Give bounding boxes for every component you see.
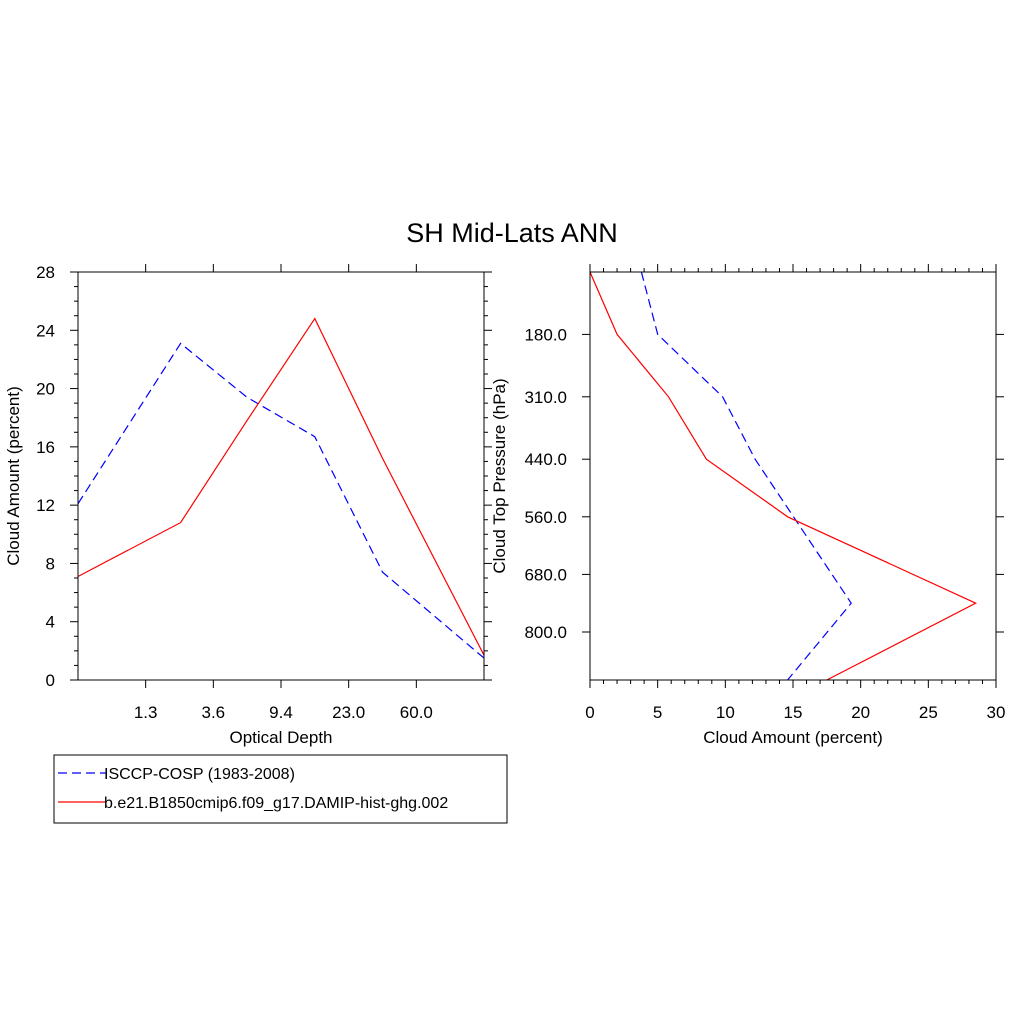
x-tick-label: 30: [987, 703, 1006, 722]
optical-depth-series-group: [77, 317, 485, 659]
x-tick-label: 15: [784, 703, 803, 722]
y-tick-label: 0: [46, 671, 55, 690]
optical-depth-ticks: 0 4 8 12 16 20 24 28 1.3 3.6 9.4 23.0 60.0: [36, 263, 492, 722]
x-tick-label: 23.0: [332, 703, 365, 722]
model-series-line: [77, 317, 485, 656]
x-tick-label: 60.0: [400, 703, 433, 722]
x-tick-label: 3.6: [202, 703, 226, 722]
x-tick-label: 5: [653, 703, 662, 722]
y-tick-label: 180.0: [524, 325, 567, 344]
y-tick-label: 440.0: [524, 450, 567, 469]
legend-frame: [53, 754, 508, 824]
x-tick-label: 1.3: [134, 703, 158, 722]
y-tick-label: 20: [36, 380, 55, 399]
cloud-top-pressure-y-axis-label: Cloud Top Pressure (hPa): [490, 378, 509, 573]
optical-depth-panel: 0 4 8 12 16 20 24 28 1.3 3.6 9.4 23.0 60.0 Optical D…: [4, 263, 492, 747]
x-tick-label: 20: [851, 703, 870, 722]
x-tick-label: 10: [716, 703, 735, 722]
y-tick-label: 24: [36, 321, 55, 340]
legend: ISCCP-COSP (1983-2008) b.e21.B1850cmip6.…: [53, 754, 508, 824]
cloud-top-pressure-series-group: [589, 271, 978, 681]
x-tick-label: 0: [585, 703, 594, 722]
y-tick-label: 12: [36, 496, 55, 515]
legend-label-model: b.e21.B1850cmip6.f09_g17.DAMIP-hist-ghg.…: [104, 795, 448, 812]
y-tick-label: 8: [46, 554, 55, 573]
y-tick-label: 28: [36, 263, 55, 282]
model-profile-line: [589, 271, 978, 681]
observed-profile-line: [640, 271, 852, 681]
x-tick-label: 9.4: [269, 703, 293, 722]
y-tick-label: 4: [46, 613, 55, 632]
cloud-top-pressure-plot-frame: [589, 271, 997, 681]
optical-depth-x-axis-label: Optical Depth: [230, 728, 333, 747]
y-tick-label: 680.0: [524, 565, 567, 584]
optical-depth-y-axis-label: Cloud Amount (percent): [4, 386, 23, 566]
cloud-top-pressure-ticks: 0 5 10 15 20 25 30 180.0 310.0 440.0 560.0 680.0 800…: [524, 264, 1005, 722]
optical-depth-plot-frame: [77, 271, 485, 681]
cloud-top-pressure-x-axis-label: Cloud Amount (percent): [703, 728, 883, 747]
y-tick-label: 16: [36, 438, 55, 457]
chart-title: SH Mid-Lats ANN: [406, 218, 618, 248]
cloud-top-pressure-panel: 0 5 10 15 20 25 30 180.0 310.0 440.0 560.0 680.0 800…: [490, 264, 1005, 747]
x-tick-label: 25: [919, 703, 938, 722]
y-tick-label: 310.0: [524, 388, 567, 407]
y-tick-label: 560.0: [524, 508, 567, 527]
legend-label-observed: ISCCP-COSP (1983-2008): [104, 766, 295, 783]
y-tick-label: 800.0: [524, 623, 567, 642]
observed-series-line: [77, 342, 485, 659]
